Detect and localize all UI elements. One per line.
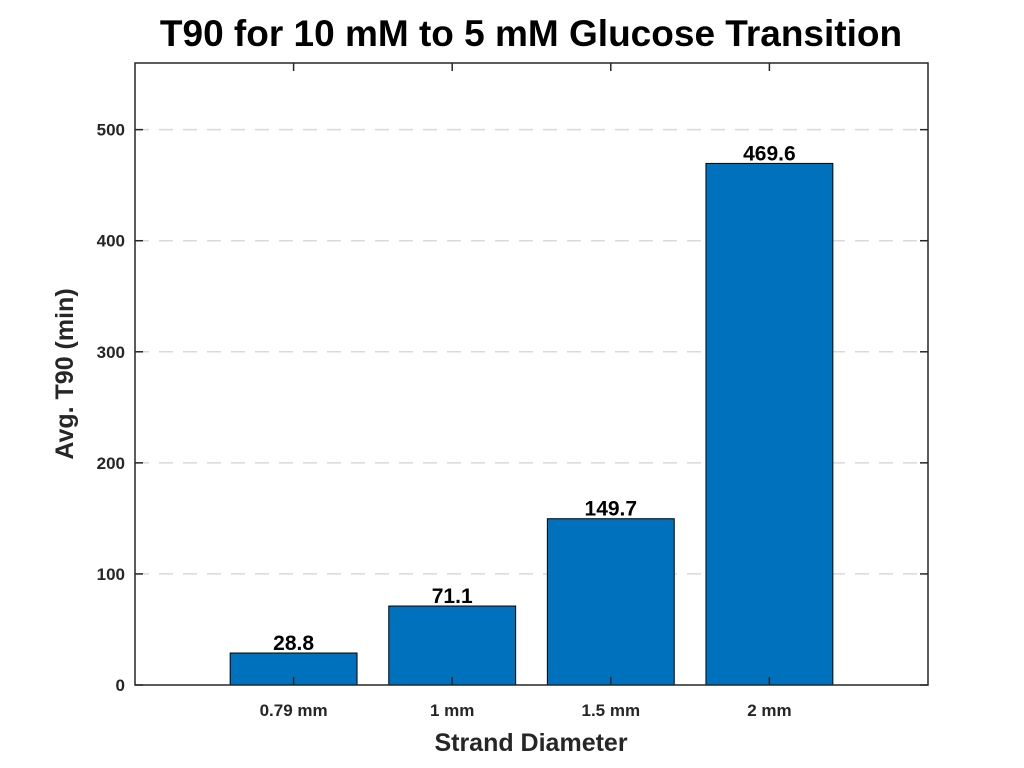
x-axis-label: Strand Diameter bbox=[434, 729, 627, 757]
bar-value-label-3: 149.7 bbox=[585, 498, 638, 521]
y-tick-label-500: 500 bbox=[97, 121, 125, 140]
bar-4 bbox=[705, 162, 834, 686]
bar-value-label-1: 28.8 bbox=[273, 632, 314, 655]
plot-area-frame bbox=[134, 62, 929, 686]
y-tick-label-200: 200 bbox=[97, 454, 125, 473]
chart-title: T90 for 10 mM to 5 mM Glucose Transition bbox=[160, 13, 902, 54]
bar-value-label-4: 469.6 bbox=[743, 142, 796, 165]
bar-3 bbox=[546, 518, 675, 686]
y-tick-label-100: 100 bbox=[97, 565, 125, 584]
x-tick-label-3: 1.5 mm bbox=[582, 701, 641, 720]
x-tick-label-2: 1 mm bbox=[430, 701, 474, 720]
y-tick-label-300: 300 bbox=[97, 343, 125, 362]
data-labels: 28.8 71.1 149.7 469.6 bbox=[273, 142, 796, 655]
bar-2 bbox=[388, 605, 517, 686]
bars bbox=[229, 162, 834, 686]
x-axis-ticks: 0.79 mm 1 mm 1.5 mm 2 mm bbox=[260, 63, 792, 720]
x-tick-label-4: 2 mm bbox=[747, 701, 791, 720]
bar-value-label-2: 71.1 bbox=[432, 585, 473, 608]
y-tick-label-0: 0 bbox=[116, 676, 125, 695]
x-tick-label-1: 0.79 mm bbox=[260, 701, 328, 720]
y-tick-label-400: 400 bbox=[97, 232, 125, 251]
y-axis-label: Avg. T90 (min) bbox=[51, 288, 79, 459]
y-axis-ticks: 0 100 200 300 400 500 bbox=[97, 121, 928, 695]
